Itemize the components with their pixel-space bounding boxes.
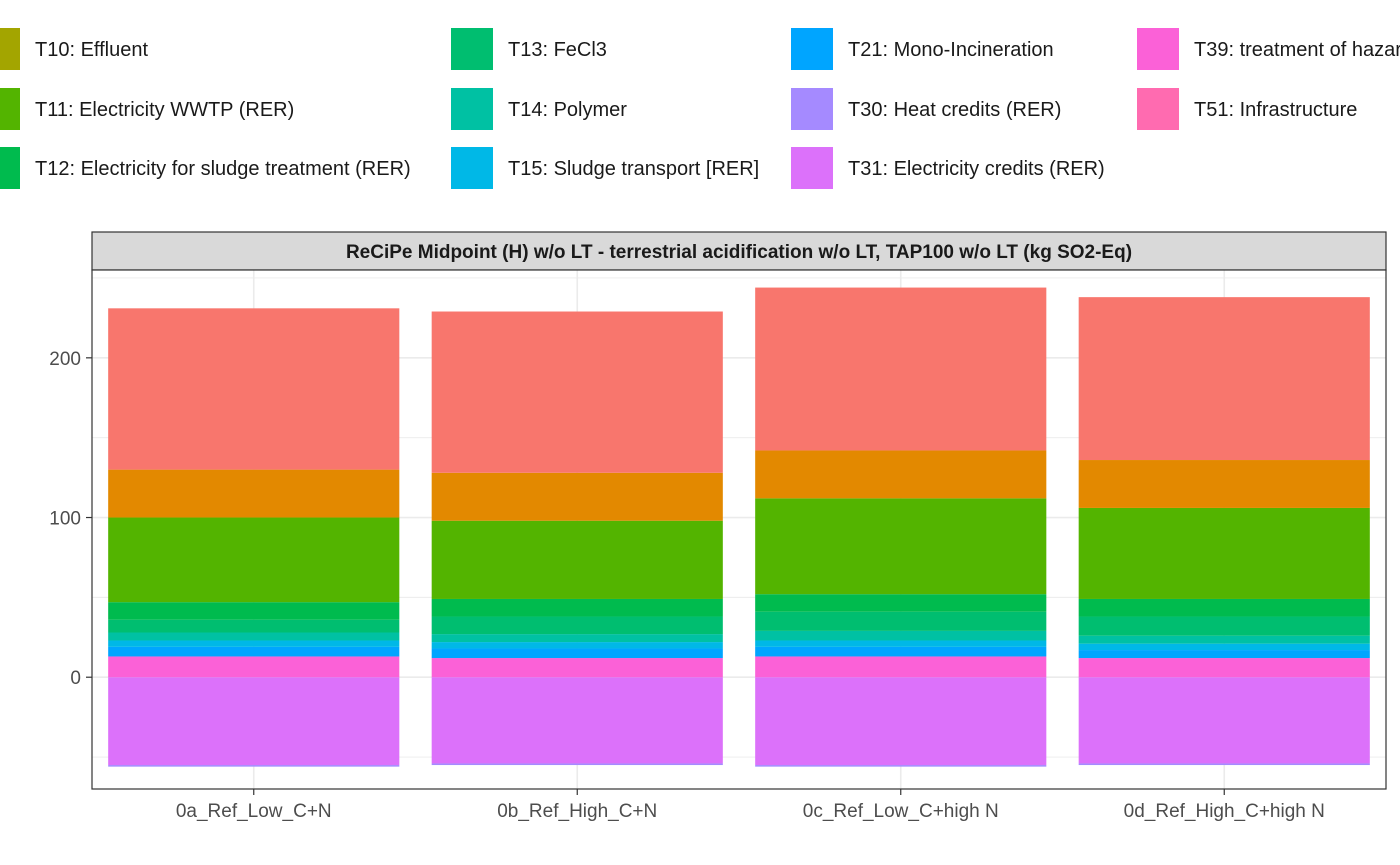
bar-segment — [108, 469, 400, 518]
bar-segment — [431, 520, 723, 599]
bar-segment — [431, 648, 723, 659]
legend-swatch-11 — [1137, 88, 1179, 130]
x-tick-label: 0a_Ref_Low_C+N — [176, 801, 332, 822]
bar-segment — [431, 598, 723, 617]
legend-label-6: T15: Sludge transport [RER] — [508, 158, 759, 180]
legend-label-7: T21: Mono-Incineration — [848, 39, 1054, 61]
bar-segment — [755, 630, 1047, 641]
legend-label-11: T51: Infrastructure — [1194, 99, 1357, 121]
legend-label-4: T13: FeCl3 — [508, 39, 607, 61]
legend-swatch-7 — [791, 28, 833, 70]
bar-segment — [1078, 507, 1370, 599]
bar-segment — [755, 498, 1047, 595]
bar-segment — [1078, 677, 1370, 764]
y-tick-label: 100 — [49, 509, 81, 530]
bar-segment — [1078, 658, 1370, 678]
bar-segment — [1078, 635, 1370, 644]
plot-border — [91, 269, 1387, 790]
legend-swatch-5 — [451, 88, 493, 130]
bars — [108, 287, 1370, 767]
bar-segment — [108, 640, 400, 647]
bar-segment — [108, 517, 400, 603]
bar-segment — [108, 656, 400, 678]
legend-label-2: T11: Electricity WWTP (RER) — [35, 99, 294, 121]
bar-segment — [755, 450, 1047, 499]
bar-segment — [755, 765, 1047, 767]
legend-swatch-8 — [791, 88, 833, 130]
bar-segment — [1078, 297, 1370, 461]
legend-label-10: T39: treatment of hazardous waste — [1194, 39, 1400, 61]
bar-segment — [1078, 650, 1370, 659]
y-tick-label: 200 — [49, 349, 81, 370]
bar-segment — [1078, 598, 1370, 617]
facet-strip — [91, 231, 1387, 271]
legend-swatch-1 — [0, 28, 20, 70]
legend-label-9: T31: Electricity credits (RER) — [848, 158, 1105, 180]
bar-segment — [755, 287, 1047, 451]
bar-segment — [108, 619, 400, 633]
bar-segment — [431, 658, 723, 678]
axes: 0 100 200 0a_Ref_Low_C+N 0b_Ref_High_C+N 0c_R… — [49, 349, 1325, 822]
bar-segment — [755, 611, 1047, 631]
bar-segment — [431, 642, 723, 649]
legend: T10: Effluent T11: Electricity WWTP (RER)… — [0, 28, 1400, 189]
legend-label-1: T10: Effluent — [35, 39, 148, 61]
plot-panel: ReCiPe Midpoint (H) w/o LT - terrestrial… — [49, 231, 1387, 822]
bar-segment — [431, 763, 723, 766]
bar-segment — [108, 602, 400, 620]
legend-swatch-2 — [0, 88, 20, 130]
x-tick-label: 0c_Ref_Low_C+high N — [803, 801, 999, 822]
facet-title: ReCiPe Midpoint (H) w/o LT - terrestrial… — [346, 242, 1132, 263]
bar-segment — [431, 616, 723, 635]
bar-segment — [1078, 460, 1370, 508]
bar-segment — [108, 646, 400, 657]
bar-segment — [755, 656, 1047, 678]
bar-segment — [1078, 763, 1370, 766]
bar-segment — [431, 472, 723, 521]
bar-segment — [1078, 616, 1370, 636]
bar-segment — [755, 640, 1047, 647]
x-tick-label: 0b_Ref_High_C+N — [497, 801, 657, 822]
legend-swatch-9 — [791, 147, 833, 189]
x-tick-label: 0d_Ref_High_C+high N — [1124, 801, 1325, 822]
bar-segment — [108, 632, 400, 641]
legend-swatch-4 — [451, 28, 493, 70]
bar-segment — [1078, 643, 1370, 651]
legend-swatch-6 — [451, 147, 493, 189]
bar-segment — [755, 594, 1047, 612]
bar-segment — [108, 677, 400, 766]
bar-segment — [431, 634, 723, 643]
bar-segment — [755, 646, 1047, 657]
bar-segment — [108, 308, 400, 470]
legend-label-5: T14: Polymer — [508, 99, 627, 121]
legend-label-3: T12: Electricity for sludge treatment (R… — [35, 158, 411, 180]
bar-segment — [755, 677, 1047, 766]
bar-segment — [108, 765, 400, 767]
bar-segment — [431, 677, 723, 764]
legend-swatch-10 — [1137, 28, 1179, 70]
bar-segment — [431, 311, 723, 473]
y-tick-label: 0 — [70, 668, 81, 689]
legend-swatch-3 — [0, 147, 20, 189]
legend-label-8: T30: Heat credits (RER) — [848, 99, 1061, 121]
